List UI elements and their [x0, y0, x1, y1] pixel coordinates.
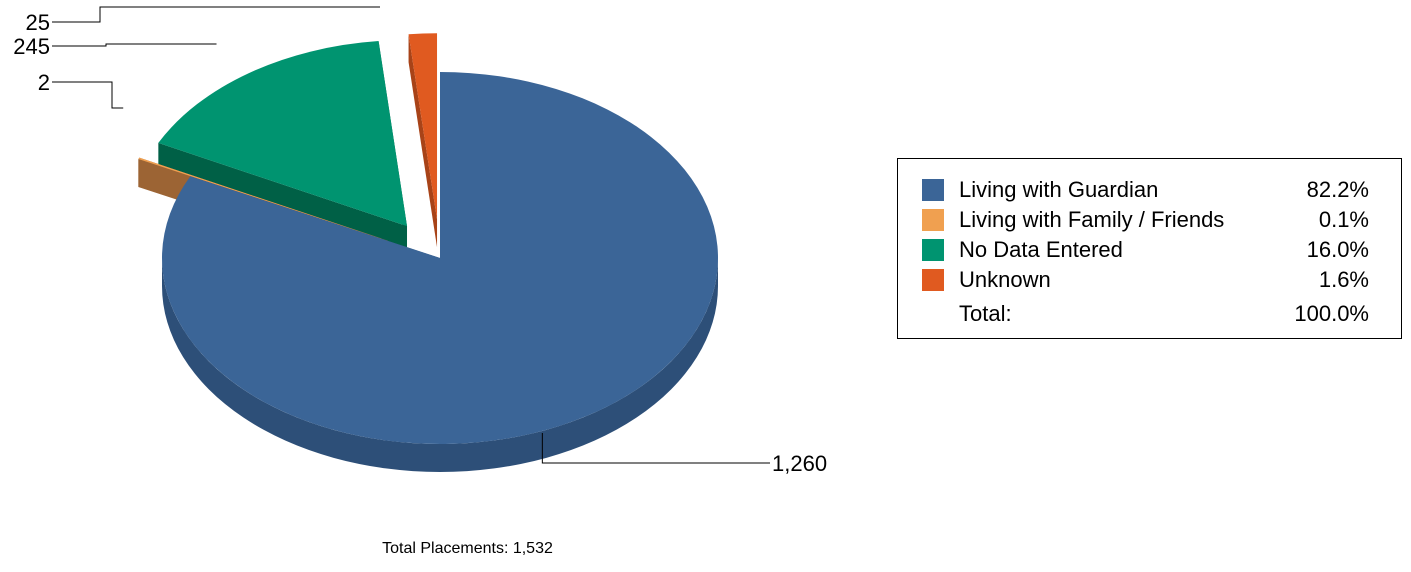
- legend-percentage: 0.1%: [1318, 207, 1369, 232]
- legend-item-unknown: Unknown 1.6%: [898, 266, 1401, 296]
- pie-slice-no-data: [158, 41, 408, 227]
- total-placements-footer: Total Placements: 1,532: [382, 540, 553, 557]
- svg-text:25: 25: [26, 10, 50, 35]
- pie-slice-side-unknown: [408, 34, 438, 248]
- legend-total-label: Total:: [959, 301, 1012, 326]
- legend-swatch-family-friends: [922, 209, 944, 231]
- pie-slice-family-friends: [138, 157, 389, 241]
- svg-text:1,260: 1,260: [772, 451, 827, 476]
- legend-label: No Data Entered: [959, 237, 1123, 262]
- legend-total-row: Total: 100.0%: [898, 300, 1401, 330]
- data-label-family-friends: 2: [38, 70, 124, 109]
- legend-label: Living with Guardian: [959, 177, 1159, 202]
- data-label-no-data: 245: [13, 34, 217, 59]
- legend-label: Living with Family / Friends: [959, 207, 1225, 232]
- legend-item-guardian: Living with Guardian 82.2%: [898, 176, 1401, 206]
- legend-percentage: 16.0%: [1306, 237, 1369, 262]
- data-label-guardian: 1,260: [541, 432, 827, 476]
- legend-item-family-friends: Living with Family / Friends 0.1%: [898, 206, 1401, 236]
- svg-text:2: 2: [38, 70, 50, 95]
- legend-total-percentage: 100.0%: [1294, 301, 1369, 326]
- svg-text:245: 245: [13, 34, 50, 59]
- legend: Living with Guardian 82.2% Living with F…: [897, 158, 1402, 339]
- legend-percentage: 82.2%: [1306, 177, 1369, 202]
- data-label-unknown: 25: [26, 6, 380, 35]
- legend-swatch-unknown: [922, 269, 944, 291]
- pie-slice-unknown: [408, 33, 438, 220]
- legend-label: Unknown: [959, 267, 1051, 292]
- pie-slice-side-no-data: [158, 142, 408, 255]
- legend-percentage: 1.6%: [1318, 267, 1369, 292]
- pie-slice-guardian: [162, 72, 718, 445]
- legend-swatch-guardian: [922, 179, 944, 201]
- legend-item-no-data: No Data Entered 16.0%: [898, 236, 1401, 266]
- legend-swatch-no-data: [922, 239, 944, 261]
